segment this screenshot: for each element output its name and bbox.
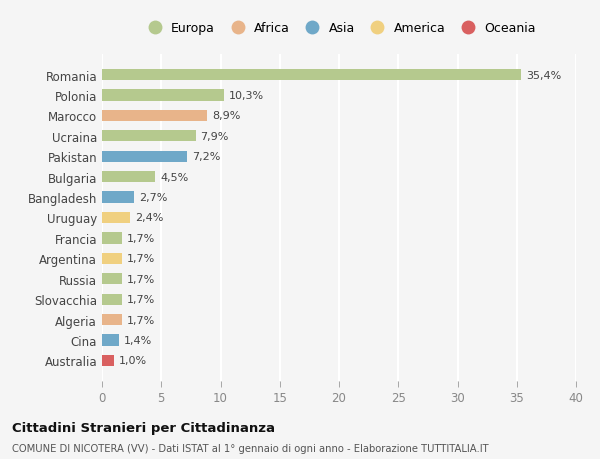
Bar [102, 151, 187, 162]
Bar [102, 172, 155, 183]
Text: 1,7%: 1,7% [127, 295, 155, 304]
Bar [102, 314, 122, 325]
Text: 1,7%: 1,7% [127, 315, 155, 325]
Text: 1,0%: 1,0% [119, 356, 147, 365]
Text: 2,7%: 2,7% [139, 193, 167, 203]
Text: 1,7%: 1,7% [127, 254, 155, 264]
Text: 4,5%: 4,5% [160, 172, 188, 182]
Bar [102, 70, 521, 81]
Bar [102, 90, 224, 101]
Bar [102, 213, 130, 224]
Text: 35,4%: 35,4% [526, 71, 562, 80]
Text: 1,4%: 1,4% [124, 335, 152, 345]
Bar [102, 131, 196, 142]
Legend: Europa, Africa, Asia, America, Oceania: Europa, Africa, Asia, America, Oceania [143, 22, 536, 35]
Bar [102, 233, 122, 244]
Text: 2,4%: 2,4% [135, 213, 164, 223]
Bar [102, 111, 208, 122]
Text: Cittadini Stranieri per Cittadinanza: Cittadini Stranieri per Cittadinanza [12, 421, 275, 434]
Bar [102, 274, 122, 285]
Text: 7,9%: 7,9% [200, 132, 229, 141]
Text: 1,7%: 1,7% [127, 233, 155, 243]
Text: 10,3%: 10,3% [229, 91, 264, 101]
Bar [102, 355, 114, 366]
Bar [102, 294, 122, 305]
Bar [102, 253, 122, 264]
Text: 8,9%: 8,9% [212, 111, 241, 121]
Text: COMUNE DI NICOTERA (VV) - Dati ISTAT al 1° gennaio di ogni anno - Elaborazione T: COMUNE DI NICOTERA (VV) - Dati ISTAT al … [12, 443, 488, 453]
Text: 7,2%: 7,2% [192, 152, 220, 162]
Bar [102, 335, 119, 346]
Text: 1,7%: 1,7% [127, 274, 155, 284]
Bar [102, 192, 134, 203]
